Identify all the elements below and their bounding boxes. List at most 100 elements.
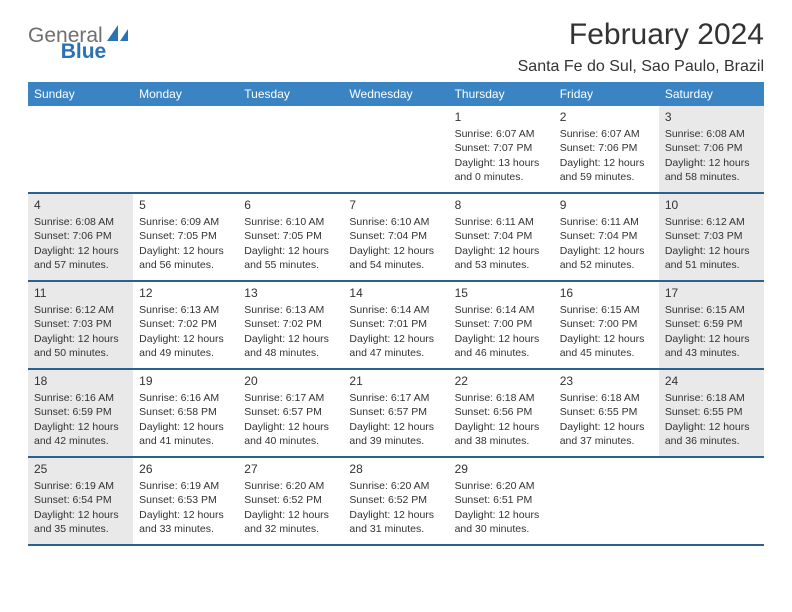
sunrise-text: Sunrise: 6:18 AM [665, 391, 758, 405]
daylight-text: Daylight: 13 hours and 0 minutes. [455, 156, 548, 184]
day-cell: 20 Sunrise: 6:17 AMSunset: 6:57 PMDayligh… [238, 370, 343, 456]
sunrise-text: Sunrise: 6:15 AM [665, 303, 758, 317]
day-number: 16 [560, 285, 653, 301]
sunset-text: Sunset: 7:02 PM [244, 317, 337, 331]
day-cell: 11Sunrise: 6:12 AMSunset: 7:03 PMDayligh… [28, 282, 133, 368]
sunrise-text: Sunrise: 6:07 AM [560, 127, 653, 141]
sunrise-text: Sunrise: 6:16 AM [139, 391, 232, 405]
page-title: February 2024 [518, 18, 764, 52]
day-cell: 1Sunrise: 6:07 AMSunset: 7:07 PMDaylight… [449, 106, 554, 192]
daylight-text: Daylight: 12 hours and 48 minutes. [244, 332, 337, 360]
sunrise-text: Sunrise: 6:14 AM [349, 303, 442, 317]
day-cell [659, 458, 764, 544]
sunrise-text: Sunrise: 6:17 AM [244, 391, 337, 405]
day-cell: 9Sunrise: 6:11 AMSunset: 7:04 PMDaylight… [554, 194, 659, 280]
sunrise-text: Sunrise: 6:15 AM [560, 303, 653, 317]
sunrise-text: Sunrise: 6:09 AM [139, 215, 232, 229]
weekday-label: Friday [554, 82, 659, 106]
daylight-text: Daylight: 12 hours and 40 minutes. [244, 420, 337, 448]
day-number: 7 [349, 197, 442, 213]
sunset-text: Sunset: 7:05 PM [244, 229, 337, 243]
sunset-text: Sunset: 6:52 PM [349, 493, 442, 507]
sunrise-text: Sunrise: 6:18 AM [455, 391, 548, 405]
daylight-text: Daylight: 12 hours and 33 minutes. [139, 508, 232, 536]
day-cell [133, 106, 238, 192]
day-cell [238, 106, 343, 192]
day-number: 19 [139, 373, 232, 389]
sunset-text: Sunset: 6:52 PM [244, 493, 337, 507]
sunset-text: Sunset: 6:57 PM [349, 405, 442, 419]
sunset-text: Sunset: 7:05 PM [139, 229, 232, 243]
day-cell: 16Sunrise: 6:15 AMSunset: 7:00 PMDayligh… [554, 282, 659, 368]
daylight-text: Daylight: 12 hours and 38 minutes. [455, 420, 548, 448]
day-cell [554, 458, 659, 544]
daylight-text: Daylight: 12 hours and 55 minutes. [244, 244, 337, 272]
sunset-text: Sunset: 6:55 PM [665, 405, 758, 419]
sunrise-text: Sunrise: 6:19 AM [139, 479, 232, 493]
day-number: 14 [349, 285, 442, 301]
day-number: 11 [34, 285, 127, 301]
daylight-text: Daylight: 12 hours and 47 minutes. [349, 332, 442, 360]
daylight-text: Daylight: 12 hours and 42 minutes. [34, 420, 127, 448]
day-number: 1 [455, 109, 548, 125]
day-number: 18 [34, 373, 127, 389]
page-subtitle: Santa Fe do Sul, Sao Paulo, Brazil [518, 58, 764, 76]
sunset-text: Sunset: 7:07 PM [455, 141, 548, 155]
day-number: 25 [34, 461, 127, 477]
calendar-page: General Blue February 2024 Santa Fe do S… [0, 0, 792, 564]
sunset-text: Sunset: 6:57 PM [244, 405, 337, 419]
day-cell: 25Sunrise: 6:19 AMSunset: 6:54 PMDayligh… [28, 458, 133, 544]
day-cell: 22Sunrise: 6:18 AMSunset: 6:56 PMDayligh… [449, 370, 554, 456]
sunrise-text: Sunrise: 6:13 AM [244, 303, 337, 317]
day-cell: 15Sunrise: 6:14 AMSunset: 7:00 PMDayligh… [449, 282, 554, 368]
week-row: 4Sunrise: 6:08 AMSunset: 7:06 PMDaylight… [28, 194, 764, 282]
day-number: 26 [139, 461, 232, 477]
day-number: 22 [455, 373, 548, 389]
sunset-text: Sunset: 7:04 PM [455, 229, 548, 243]
sunrise-text: Sunrise: 6:16 AM [34, 391, 127, 405]
day-number: 12 [139, 285, 232, 301]
day-cell: 12Sunrise: 6:13 AMSunset: 7:02 PMDayligh… [133, 282, 238, 368]
day-cell: 26Sunrise: 6:19 AMSunset: 6:53 PMDayligh… [133, 458, 238, 544]
sunset-text: Sunset: 7:00 PM [560, 317, 653, 331]
day-number: 21 [349, 373, 442, 389]
week-row: 25Sunrise: 6:19 AMSunset: 6:54 PMDayligh… [28, 458, 764, 546]
day-number: 4 [34, 197, 127, 213]
daylight-text: Daylight: 12 hours and 46 minutes. [455, 332, 548, 360]
sunrise-text: Sunrise: 6:20 AM [244, 479, 337, 493]
sunrise-text: Sunrise: 6:10 AM [349, 215, 442, 229]
day-number: 24 [665, 373, 758, 389]
day-number: 20 [244, 373, 337, 389]
day-cell: 18 Sunrise: 6:16 AMSunset: 6:59 PMDayligh… [28, 370, 133, 456]
daylight-text: Daylight: 12 hours and 51 minutes. [665, 244, 758, 272]
sunrise-text: Sunrise: 6:08 AM [665, 127, 758, 141]
day-cell: 27Sunrise: 6:20 AMSunset: 6:52 PMDayligh… [238, 458, 343, 544]
weekday-label: Wednesday [343, 82, 448, 106]
sunset-text: Sunset: 7:03 PM [34, 317, 127, 331]
sunset-text: Sunset: 7:03 PM [665, 229, 758, 243]
sunset-text: Sunset: 6:59 PM [665, 317, 758, 331]
sunrise-text: Sunrise: 6:13 AM [139, 303, 232, 317]
weekday-label: Monday [133, 82, 238, 106]
daylight-text: Daylight: 12 hours and 56 minutes. [139, 244, 232, 272]
day-number: 29 [455, 461, 548, 477]
day-cell: 4Sunrise: 6:08 AMSunset: 7:06 PMDaylight… [28, 194, 133, 280]
sunset-text: Sunset: 6:59 PM [34, 405, 127, 419]
day-cell: 21Sunrise: 6:17 AMSunset: 6:57 PMDayligh… [343, 370, 448, 456]
sunset-text: Sunset: 7:06 PM [560, 141, 653, 155]
daylight-text: Daylight: 12 hours and 50 minutes. [34, 332, 127, 360]
day-cell: 28Sunrise: 6:20 AMSunset: 6:52 PMDayligh… [343, 458, 448, 544]
sunrise-text: Sunrise: 6:19 AM [34, 479, 127, 493]
sunset-text: Sunset: 7:00 PM [455, 317, 548, 331]
day-number: 17 [665, 285, 758, 301]
daylight-text: Daylight: 12 hours and 39 minutes. [349, 420, 442, 448]
sunrise-text: Sunrise: 6:11 AM [455, 215, 548, 229]
daylight-text: Daylight: 12 hours and 57 minutes. [34, 244, 127, 272]
daylight-text: Daylight: 12 hours and 54 minutes. [349, 244, 442, 272]
daylight-text: Daylight: 12 hours and 31 minutes. [349, 508, 442, 536]
sunrise-text: Sunrise: 6:18 AM [560, 391, 653, 405]
sunset-text: Sunset: 7:06 PM [34, 229, 127, 243]
day-cell: 2Sunrise: 6:07 AMSunset: 7:06 PMDaylight… [554, 106, 659, 192]
day-number: 5 [139, 197, 232, 213]
sunrise-text: Sunrise: 6:14 AM [455, 303, 548, 317]
